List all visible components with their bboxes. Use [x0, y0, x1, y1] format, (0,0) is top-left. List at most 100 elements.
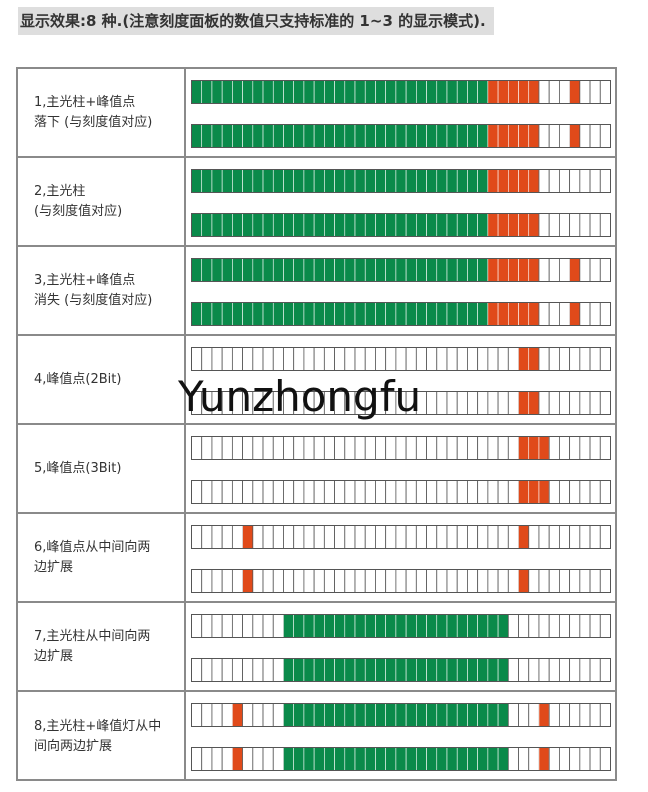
meter-segment-bar — [354, 80, 366, 104]
meter-segment-peak — [569, 124, 581, 148]
level-meter-bottom — [191, 480, 611, 504]
meter-segment-empty — [548, 213, 560, 237]
meter-segment-bar — [497, 658, 509, 682]
meter-segment-empty — [191, 614, 203, 638]
meter-segment-peak — [507, 169, 519, 193]
meter-segment-empty — [507, 436, 519, 460]
meter-segment-empty — [405, 569, 417, 593]
meter-segment-bar — [375, 169, 386, 193]
meter-segment-empty — [548, 614, 560, 638]
meter-segment-bar — [477, 302, 489, 326]
meter-segment-empty — [201, 747, 213, 771]
meter-segment-empty — [528, 525, 540, 549]
meter-segment-empty — [548, 525, 560, 549]
meter-segment-empty — [446, 436, 458, 460]
meter-segment-empty — [426, 436, 438, 460]
meter-segment-bar — [426, 302, 438, 326]
meter-segment-bar — [201, 302, 213, 326]
meter-segment-empty — [548, 124, 560, 148]
meter-frame — [191, 614, 611, 638]
meter-segment-empty — [538, 391, 550, 415]
meter-segment-bar — [201, 258, 213, 282]
meter-segment-empty — [558, 391, 571, 415]
meter-segment-empty — [272, 658, 284, 682]
meter-segment-bar — [324, 658, 335, 682]
page-header: 显示效果:8 种.(注意刻度面板的数值只支持标准的 1~3 的显示模式). — [18, 7, 494, 35]
meter-frame — [191, 169, 611, 193]
meter-segment-bar — [426, 258, 438, 282]
meter-segment-empty — [344, 569, 356, 593]
meter-segment-bar — [242, 169, 254, 193]
meter-segment-bar — [467, 703, 478, 727]
meter-segment-empty — [456, 347, 468, 371]
meter-segment-empty — [201, 569, 213, 593]
meter-segment-empty — [507, 703, 519, 727]
meter-segment-empty — [221, 658, 233, 682]
meter-segment-empty — [375, 480, 387, 504]
meter-segment-empty — [599, 614, 611, 638]
meter-segment-empty — [323, 569, 335, 593]
meter-segment-bar — [446, 258, 458, 282]
meter-segment-empty — [375, 525, 387, 549]
meter-segment-empty — [558, 614, 571, 638]
meter-segment-bar — [191, 80, 203, 104]
meter-segment-empty — [293, 436, 305, 460]
meter-segment-empty — [467, 436, 479, 460]
meter-segment-empty — [395, 525, 407, 549]
meter-segment-empty — [201, 436, 213, 460]
meter-segment-bar — [262, 302, 274, 326]
meter-segment-bar — [324, 213, 335, 237]
meter-segment-bar — [232, 258, 243, 282]
meter-segment-empty — [579, 569, 591, 593]
meter-segment-empty — [395, 391, 407, 415]
meter-segment-bar — [395, 213, 407, 237]
meter-segment-bar — [467, 80, 478, 104]
meter-segment-empty — [313, 347, 325, 371]
meter-segment-empty — [231, 347, 244, 371]
meter-segment-bar — [303, 703, 315, 727]
meter-segment-bar — [456, 703, 468, 727]
meter-segment-bar — [467, 169, 478, 193]
meter-graphic — [191, 169, 611, 193]
meter-segment-peak — [487, 258, 499, 282]
meter-segment-empty — [507, 658, 519, 682]
meter-segment-empty — [385, 525, 397, 549]
meter-segment-empty — [415, 569, 427, 593]
meter-segment-bar — [487, 703, 499, 727]
meter-segment-empty — [344, 347, 356, 371]
meter-segment-empty — [375, 347, 387, 371]
meter-segment-empty — [436, 525, 448, 549]
meter-segment-bar — [354, 169, 366, 193]
meter-segment-bar — [385, 80, 397, 104]
meter-segment-empty — [579, 747, 591, 771]
meter-segment-bar — [385, 213, 397, 237]
meter-segment-empty — [293, 525, 305, 549]
meter-segment-empty — [313, 480, 325, 504]
meter-segment-empty — [211, 569, 223, 593]
meter-graphic — [191, 614, 611, 638]
meter-frame — [191, 658, 611, 682]
meter-segment-peak — [538, 747, 550, 771]
meter-segment-bar — [436, 213, 448, 237]
meter-segment-empty — [354, 525, 366, 549]
meter-segment-peak — [518, 525, 530, 549]
meter-segment-bar — [232, 169, 243, 193]
meter-segment-empty — [344, 480, 356, 504]
meter-segment-bar — [456, 169, 468, 193]
meter-segment-bar — [313, 302, 325, 326]
meter-segment-bar — [293, 124, 305, 148]
meter-segment-empty — [242, 614, 254, 638]
meter-segment-bar — [283, 302, 295, 326]
meter-segment-bar — [324, 80, 335, 104]
meter-segment-empty — [272, 525, 284, 549]
meter-segment-empty — [272, 703, 284, 727]
meter-segment-bar — [324, 747, 335, 771]
meter-segment-bar — [262, 80, 274, 104]
meter-segment-bar — [334, 213, 346, 237]
meter-segment-bar — [344, 258, 356, 282]
meter-segment-empty — [569, 614, 581, 638]
meter-segment-empty — [538, 169, 550, 193]
meter-segment-empty — [323, 347, 335, 371]
meter-segment-bar — [283, 747, 295, 771]
meter-segment-empty — [283, 347, 295, 371]
